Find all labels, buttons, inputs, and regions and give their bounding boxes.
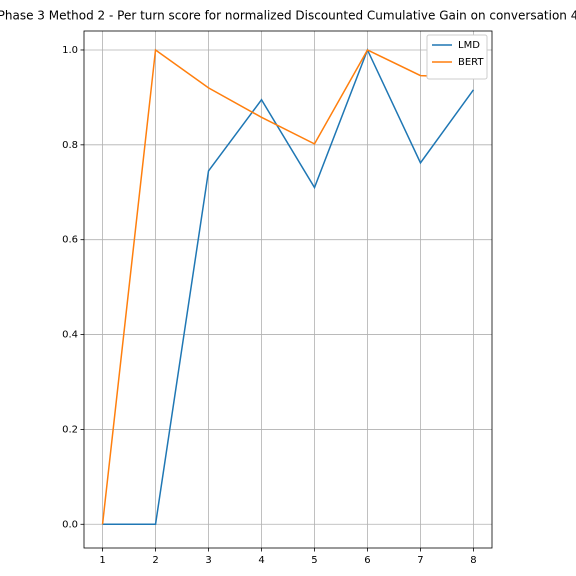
x-tick-label: 5 xyxy=(311,555,317,566)
legend: LMD BERT xyxy=(426,34,488,80)
x-tick-label: 4 xyxy=(258,555,264,566)
y-tick-label: 1.0 xyxy=(62,45,78,56)
y-tick-label: 0.8 xyxy=(62,140,78,151)
y-tick-label: 0.4 xyxy=(62,330,78,341)
y-tick-label: 0.0 xyxy=(62,519,78,530)
plot-frame xyxy=(83,30,493,549)
line-series xyxy=(102,48,475,526)
y-tick-label: 0.2 xyxy=(62,424,78,435)
legend-label: BERT xyxy=(458,57,484,68)
legend-label: LMD xyxy=(458,40,480,51)
x-tick-label: 3 xyxy=(205,555,211,566)
line-series xyxy=(101,48,474,525)
x-tick-label: 6 xyxy=(364,555,370,566)
x-tick-label: 1 xyxy=(99,555,105,566)
legend-box xyxy=(426,34,488,80)
x-tick-label: 7 xyxy=(417,555,423,566)
y-tick-label: 0.6 xyxy=(62,235,78,246)
x-tick-label: 2 xyxy=(152,555,158,566)
chart-title: Phase 3 Method 2 - Per turn score for no… xyxy=(0,9,576,23)
x-tick-label: 8 xyxy=(470,555,476,566)
